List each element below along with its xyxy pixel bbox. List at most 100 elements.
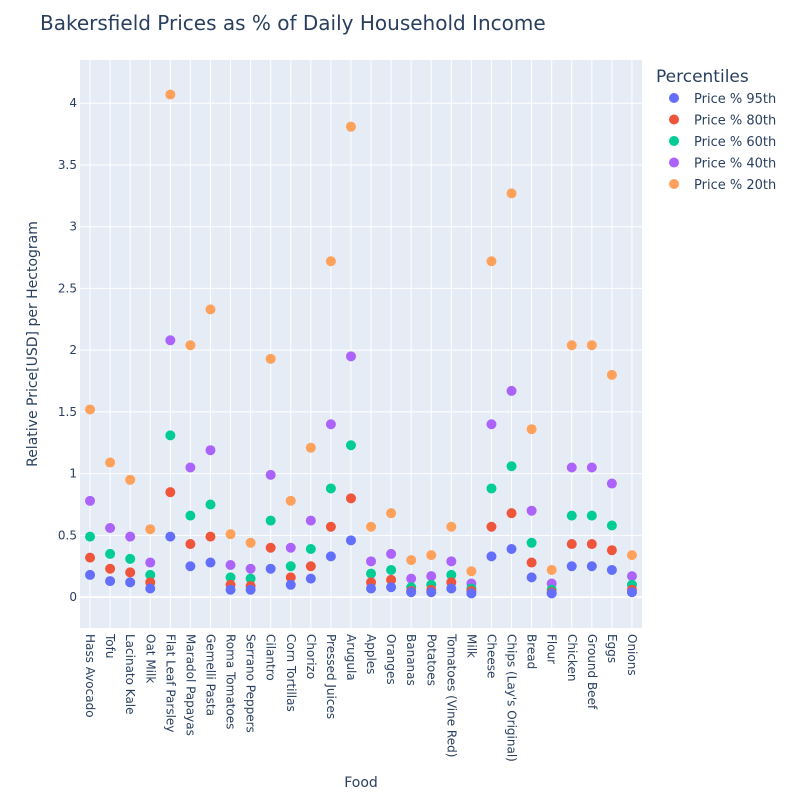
x-tick-label: Maradol Papayas — [183, 634, 197, 736]
x-tick-label: Cilantro — [264, 634, 278, 681]
data-point — [325, 419, 336, 430]
x-tick-label: Onions — [625, 634, 639, 676]
data-point — [486, 521, 497, 532]
y-tick-label: 3.5 — [58, 158, 77, 172]
data-point — [225, 560, 236, 571]
data-point — [185, 340, 196, 351]
data-point — [185, 510, 196, 521]
legend-label: Price % 95th — [694, 92, 776, 107]
x-tick-label: Flat Leaf Parsley — [163, 634, 177, 732]
data-point — [125, 531, 136, 542]
x-tick-label: Gemelli Pasta — [203, 634, 217, 716]
data-point — [105, 457, 116, 468]
data-point — [446, 569, 457, 580]
data-point — [125, 553, 136, 564]
y-tick-label: 0.5 — [58, 528, 77, 542]
data-point — [366, 568, 377, 579]
y-tick-label: 1 — [69, 467, 77, 481]
x-axis: Hass Avocado Tofu Lacinato Kale Oat Milk Fla… — [83, 633, 639, 762]
data-point — [566, 561, 577, 572]
data-point — [486, 419, 497, 430]
data-point — [526, 424, 537, 435]
data-point — [105, 563, 116, 574]
data-point — [386, 548, 397, 559]
data-point — [345, 351, 356, 362]
data-point — [325, 551, 336, 562]
data-point — [205, 531, 216, 542]
y-axis: 0 0.5 1 1.5 2 2.5 3 3.5 4 — [58, 96, 77, 604]
x-tick-label: Bananas — [404, 634, 418, 686]
x-tick-label: Serrano Peppers — [244, 634, 258, 733]
data-point — [606, 520, 617, 531]
data-point — [506, 508, 517, 519]
legend-label: Price % 60th — [694, 135, 776, 150]
data-point — [486, 256, 497, 267]
data-point — [426, 550, 437, 561]
data-point — [426, 571, 437, 582]
data-point — [125, 577, 136, 588]
x-tick-label: Tofu — [103, 633, 117, 658]
x-tick-label: Tomatoes (Vine Red) — [444, 633, 458, 757]
y-tick-label: 4 — [69, 96, 77, 110]
data-point — [305, 543, 316, 554]
x-tick-label: Chorizo — [304, 634, 318, 679]
x-tick-label: Flour — [545, 634, 559, 664]
data-point — [305, 561, 316, 572]
data-point — [285, 572, 296, 583]
data-point — [386, 508, 397, 519]
data-point — [185, 462, 196, 473]
data-point — [586, 510, 597, 521]
legend-marker — [669, 157, 679, 168]
data-point — [265, 515, 276, 526]
data-point — [265, 542, 276, 553]
data-point — [145, 583, 156, 594]
data-point — [105, 548, 116, 559]
chart-title: Bakersfield Prices as % of Daily Househo… — [40, 11, 546, 35]
data-point — [626, 587, 637, 598]
y-tick-label: 2 — [69, 343, 77, 357]
x-tick-label: Pressed Juices — [324, 634, 338, 719]
data-point — [506, 461, 517, 472]
data-point — [185, 539, 196, 550]
data-point — [185, 561, 196, 572]
y-tick-label: 3 — [69, 220, 77, 234]
x-tick-label: Eggs — [605, 634, 619, 663]
data-point — [165, 335, 176, 346]
legend-marker — [669, 93, 679, 103]
data-point — [566, 510, 577, 521]
data-point — [426, 587, 437, 598]
data-point — [105, 522, 116, 533]
x-tick-label: Lacinato Kale — [123, 634, 137, 715]
data-point — [345, 121, 356, 132]
data-point — [285, 561, 296, 572]
data-point — [325, 256, 336, 267]
legend-label: Price % 20th — [694, 178, 776, 193]
data-point — [305, 515, 316, 526]
x-tick-label: Cheese — [484, 634, 498, 678]
x-tick-label: Chicken — [565, 634, 579, 681]
data-point — [205, 304, 216, 315]
data-point — [325, 521, 336, 532]
data-point — [165, 430, 176, 441]
data-point — [85, 404, 96, 415]
data-point — [566, 539, 577, 550]
x-tick-label: Apples — [364, 634, 378, 674]
data-point — [406, 573, 417, 584]
plot-area — [80, 60, 642, 628]
data-point — [566, 340, 577, 351]
data-point — [145, 569, 156, 580]
y-tick-label: 2.5 — [58, 281, 77, 295]
data-point — [225, 572, 236, 583]
data-point — [225, 584, 236, 595]
data-points — [85, 89, 637, 599]
data-point — [245, 537, 256, 548]
data-point — [506, 543, 517, 554]
legend-label: Price % 40th — [694, 157, 776, 172]
data-point — [285, 579, 296, 590]
data-point — [125, 567, 136, 578]
data-point — [446, 521, 457, 532]
data-point — [85, 531, 96, 542]
legend-label: Price % 80th — [694, 114, 776, 129]
data-point — [566, 462, 577, 473]
data-point — [586, 561, 597, 572]
